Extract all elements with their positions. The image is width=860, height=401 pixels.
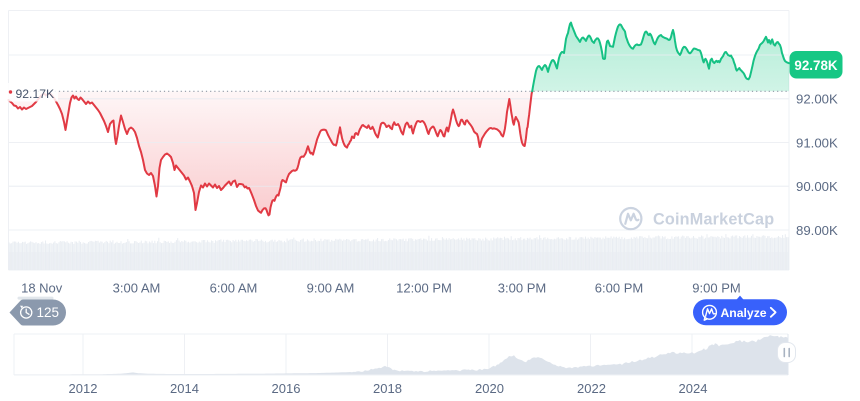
svg-text:6:00 AM: 6:00 AM — [210, 281, 258, 296]
svg-text:125: 125 — [37, 305, 60, 320]
svg-text:9:00 AM: 9:00 AM — [307, 281, 355, 296]
svg-text:90.00K: 90.00K — [796, 179, 838, 194]
svg-text:2016: 2016 — [272, 381, 301, 396]
svg-text:Analyze: Analyze — [721, 306, 767, 320]
svg-text:CoinMarketCap: CoinMarketCap — [653, 211, 774, 229]
svg-text:92.78K: 92.78K — [794, 58, 838, 73]
svg-text:91.00K: 91.00K — [796, 136, 838, 151]
svg-text:6:00 PM: 6:00 PM — [595, 281, 643, 296]
svg-text:2014: 2014 — [170, 381, 199, 396]
svg-text:3:00 AM: 3:00 AM — [113, 281, 161, 296]
svg-text:2024: 2024 — [679, 381, 708, 396]
svg-text:2022: 2022 — [577, 381, 606, 396]
svg-text:2012: 2012 — [69, 381, 98, 396]
svg-text:18 Nov: 18 Nov — [21, 281, 63, 296]
svg-text:2020: 2020 — [475, 381, 504, 396]
svg-text:12:00 PM: 12:00 PM — [396, 281, 452, 296]
svg-text:89.00K: 89.00K — [796, 223, 838, 238]
svg-text:92.00K: 92.00K — [796, 92, 838, 107]
svg-text:92.17K: 92.17K — [16, 87, 55, 101]
svg-text:3:00 PM: 3:00 PM — [498, 281, 546, 296]
svg-text:2018: 2018 — [373, 381, 402, 396]
svg-text:9:00 PM: 9:00 PM — [692, 281, 740, 296]
